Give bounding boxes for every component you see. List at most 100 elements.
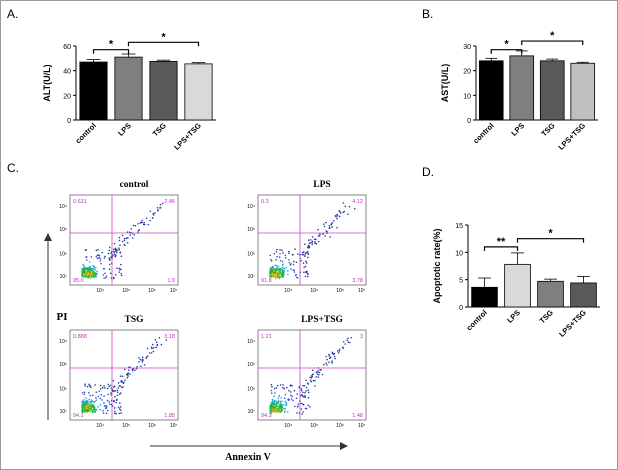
flow-dot <box>85 271 88 273</box>
quadrant-q4-label: 1.48 <box>352 413 363 419</box>
bar-lps <box>114 56 143 121</box>
flow-dot <box>102 409 104 412</box>
flow-dot <box>98 390 101 393</box>
flow-dot <box>271 406 274 408</box>
flow-dot <box>114 395 116 398</box>
flow-dot <box>113 253 116 256</box>
flow-dot <box>313 238 316 240</box>
flow-dot <box>307 239 310 241</box>
flow-dot <box>279 384 282 386</box>
flow-dot <box>328 361 330 364</box>
flow-dot <box>288 259 290 261</box>
flow-dot <box>115 412 118 415</box>
flow-dot <box>297 405 299 408</box>
flow-dot <box>91 272 94 275</box>
flow-dot <box>279 408 281 411</box>
flow-dot <box>301 413 304 415</box>
flow-dot <box>138 361 140 363</box>
flow-dot <box>295 261 298 264</box>
flow-dot <box>154 338 157 341</box>
significance-label: * <box>161 31 166 43</box>
flow-plot-title: LPS+TSG <box>301 315 343 325</box>
flow-dot <box>106 387 109 390</box>
flow-dot <box>143 221 145 224</box>
flow-dot <box>125 237 128 240</box>
flow-dot <box>309 379 312 381</box>
flow-dot <box>147 223 150 226</box>
flow-dot <box>87 392 90 394</box>
flow-dot <box>161 202 164 205</box>
flow-dot <box>124 379 126 381</box>
flow-dot <box>285 266 288 269</box>
panel-label-b: B. <box>422 7 434 21</box>
flow-dot <box>307 273 309 275</box>
flow-dot <box>279 269 282 271</box>
flow-dot <box>87 273 89 275</box>
flow-dot <box>87 409 89 412</box>
flow-dot <box>114 248 117 251</box>
flow-dot <box>309 376 311 379</box>
flow-dot <box>272 267 275 269</box>
flow-dot <box>120 274 123 277</box>
flow-dot <box>91 271 93 273</box>
flow-dot <box>85 267 88 269</box>
flow-dot <box>331 352 334 355</box>
flow-dot <box>94 411 96 413</box>
flow-dot <box>287 270 289 272</box>
flow-dot <box>318 371 321 374</box>
bar-lps-tsg <box>570 62 596 121</box>
alt-bar-chart: ALT(U/L) 0 20 40 60 control LPS TSG LPS+TSG * * <box>42 31 216 152</box>
flow-dot <box>117 387 120 389</box>
flow-dot <box>283 267 285 270</box>
flow-dot <box>90 269 93 271</box>
flow-dot <box>115 401 118 404</box>
flow-dot <box>271 385 273 388</box>
flow-dot <box>277 265 280 268</box>
flow-dot <box>87 406 89 408</box>
flow-dot <box>347 337 349 340</box>
flow-dot <box>99 397 102 400</box>
flow-dot <box>140 365 142 368</box>
flow-x-tick-label: 10⁵ <box>310 423 318 429</box>
flow-dot <box>141 360 144 363</box>
flow-dot <box>116 249 119 252</box>
flow-dot <box>328 355 331 357</box>
flow-dot <box>319 233 321 235</box>
flow-dot <box>116 267 118 270</box>
flow-dot <box>276 248 278 251</box>
flow-dot <box>82 401 84 404</box>
flow-dot <box>114 250 117 252</box>
flow-dot <box>118 247 120 249</box>
flow-dot <box>120 263 122 266</box>
x-tick-label: LPS+TSG <box>172 121 203 152</box>
flow-plot-title: LPS <box>313 180 330 190</box>
flow-dot <box>285 404 287 407</box>
flow-dot <box>90 386 92 389</box>
flow-dot <box>151 343 154 346</box>
flow-dot <box>270 410 272 413</box>
flow-dot <box>119 269 121 271</box>
flow-dot <box>279 400 281 403</box>
flow-dot <box>112 276 115 279</box>
flow-dot <box>95 276 97 278</box>
quadrant-q4-label: 1.85 <box>164 413 175 419</box>
flow-dot <box>131 368 134 371</box>
flow-dot <box>141 356 144 359</box>
flow-plot-lps: LPS 0.3 4.12 91.8 3.78 10⁷ 10⁶ 10⁵ 10⁴ 10⁴ 10⁵ 10⁶ 1… <box>247 180 367 294</box>
flow-dot <box>151 347 153 350</box>
flow-dot <box>93 268 95 271</box>
flow-dot <box>92 406 95 409</box>
flow-dot <box>302 396 305 398</box>
flow-dot <box>115 251 118 254</box>
flow-dot <box>311 375 313 378</box>
flow-dot <box>145 217 148 219</box>
flow-dot <box>150 346 153 348</box>
flow-dot <box>344 205 347 208</box>
flow-dot <box>301 393 303 396</box>
flow-dot <box>84 401 87 404</box>
flow-dot <box>273 402 276 404</box>
flow-dot <box>108 246 111 249</box>
flow-dot <box>82 406 84 409</box>
flow-dot <box>277 406 279 409</box>
flow-dot <box>276 255 278 258</box>
